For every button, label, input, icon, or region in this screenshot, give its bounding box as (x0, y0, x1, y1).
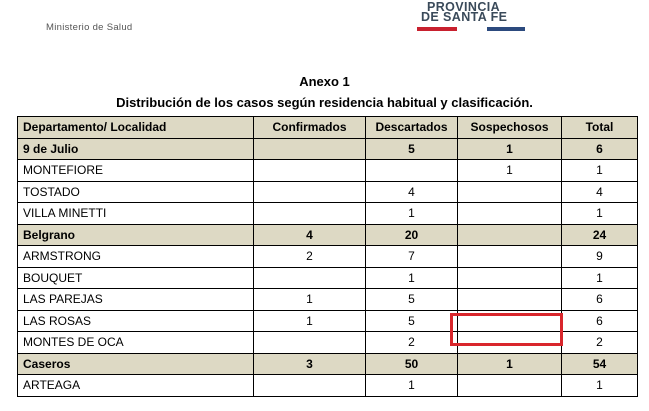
table-row: LAS PAREJAS 1 5 6 (17, 288, 638, 311)
cell-localidad: LAS ROSAS (17, 309, 254, 332)
cell-sospechosos (457, 223, 562, 246)
provincia-santa-fe-logo: PROVINCIA DE SANTA FE (415, 0, 525, 34)
cell-localidad: VILLA MINETTI (17, 202, 254, 225)
cell-confirmados (253, 180, 366, 203)
cell-confirmados (253, 137, 366, 160)
annex-subtitle: Distribución de los casos según residenc… (116, 95, 533, 110)
cell-sospechosos (457, 202, 562, 225)
cell-sospechosos: 1 (457, 352, 562, 375)
table-group-row: 9 de Julio 5 1 6 (17, 137, 638, 160)
cell-localidad: TOSTADO (17, 180, 254, 203)
cell-confirmados (253, 374, 366, 397)
cell-localidad: BOUQUET (17, 266, 254, 289)
table-row: MONTES DE OCA 2 2 (17, 331, 638, 354)
table-row: VILLA MINETTI 1 1 (17, 202, 638, 225)
cell-confirmados (253, 159, 366, 182)
cell-confirmados: 1 (253, 288, 366, 311)
ministry-label: Ministerio de Salud (46, 22, 133, 33)
cell-localidad: Caseros (17, 352, 254, 375)
logo-red-bar (417, 27, 457, 31)
cell-localidad: 9 de Julio (17, 137, 254, 160)
table-group-row: Caseros 3 50 1 54 (17, 352, 638, 375)
cell-descartados: 2 (365, 331, 458, 354)
cell-total: 6 (561, 137, 638, 160)
highlight-box (450, 313, 563, 346)
cell-confirmados (253, 331, 366, 354)
cell-descartados: 5 (365, 288, 458, 311)
cell-localidad: ARTEAGA (17, 374, 254, 397)
cell-confirmados: 2 (253, 245, 366, 268)
cell-confirmados (253, 266, 366, 289)
cell-descartados: 5 (365, 137, 458, 160)
cell-total: 6 (561, 288, 638, 311)
cell-localidad: MONTEFIORE (17, 159, 254, 182)
cell-sospechosos: 1 (457, 137, 562, 160)
cell-total: 4 (561, 180, 638, 203)
table-row: MONTEFIORE 1 1 (17, 159, 638, 182)
cell-localidad: LAS PAREJAS (17, 288, 254, 311)
column-header-sospechosos: Sospechosos (457, 116, 562, 139)
cell-sospechosos (457, 245, 562, 268)
annex-title: Anexo 1 (299, 74, 350, 89)
cell-confirmados: 3 (253, 352, 366, 375)
cell-total: 9 (561, 245, 638, 268)
cell-descartados: 50 (365, 352, 458, 375)
table-header-row: Departamento/ Localidad Confirmados Desc… (17, 116, 638, 139)
logo-blue-bar (487, 27, 525, 31)
column-header-confirmados: Confirmados (253, 116, 366, 139)
cell-descartados: 20 (365, 223, 458, 246)
cell-total: 1 (561, 202, 638, 225)
table-row: BOUQUET 1 1 (17, 266, 638, 289)
table-row: TOSTADO 4 4 (17, 180, 638, 203)
cell-total: 1 (561, 266, 638, 289)
cell-descartados: 1 (365, 202, 458, 225)
cell-total: 1 (561, 159, 638, 182)
cell-total: 54 (561, 352, 638, 375)
cell-localidad: MONTES DE OCA (17, 331, 254, 354)
cell-confirmados (253, 202, 366, 225)
table-row: ARTEAGA 1 1 (17, 374, 638, 397)
cell-total: 24 (561, 223, 638, 246)
column-header-localidad: Departamento/ Localidad (17, 116, 254, 139)
column-header-total: Total (561, 116, 638, 139)
table-group-row: Belgrano 4 20 24 (17, 223, 638, 246)
cell-descartados: 1 (365, 266, 458, 289)
cell-sospechosos (457, 374, 562, 397)
cell-descartados: 1 (365, 374, 458, 397)
cell-localidad: Belgrano (17, 223, 254, 246)
logo-line-1: PROVINCIA (427, 0, 501, 14)
cell-confirmados: 1 (253, 309, 366, 332)
logo-line-2: DE SANTA FE (421, 10, 508, 24)
cell-total: 6 (561, 309, 638, 332)
cell-localidad: ARMSTRONG (17, 245, 254, 268)
cell-sospechosos (457, 288, 562, 311)
cell-confirmados: 4 (253, 223, 366, 246)
table-row: ARMSTRONG 2 7 9 (17, 245, 638, 268)
table-body: 9 de Julio 5 1 6 MONTEFIORE 1 1 TOSTADO 4 4 VILLA … (17, 137, 638, 397)
cell-sospechosos (457, 180, 562, 203)
column-header-descartados: Descartados (365, 116, 458, 139)
cell-sospechosos: 1 (457, 159, 562, 182)
cell-descartados: 4 (365, 180, 458, 203)
cell-total: 1 (561, 374, 638, 397)
cell-total: 2 (561, 331, 638, 354)
cell-descartados (365, 159, 458, 182)
cell-descartados: 5 (365, 309, 458, 332)
cases-table: Departamento/ Localidad Confirmados Desc… (17, 116, 638, 397)
cell-descartados: 7 (365, 245, 458, 268)
cell-sospechosos (457, 266, 562, 289)
